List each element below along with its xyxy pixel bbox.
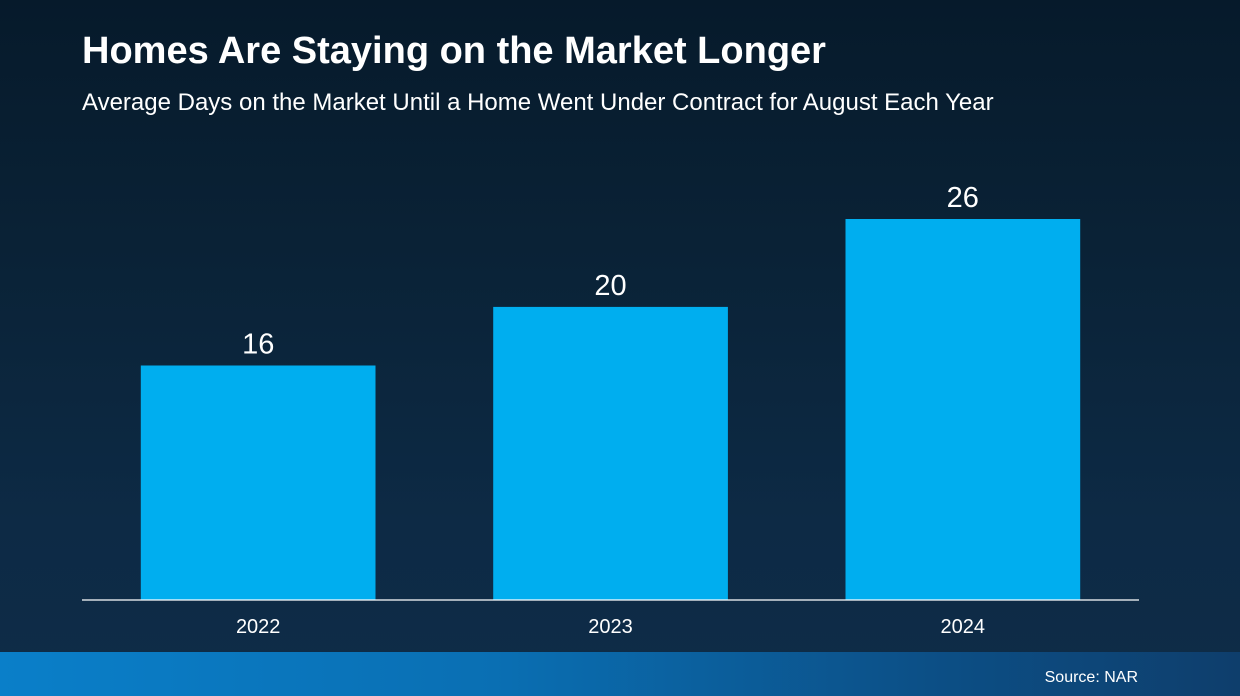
value-label-2022: 16 [242, 329, 274, 361]
bar-2024 [845, 219, 1081, 600]
value-label-2024: 26 [947, 182, 979, 214]
x-tick-label-2024: 2024 [941, 616, 986, 638]
footer-bar: Source: NAR [0, 652, 1240, 696]
value-labels-group: 16 20 26 [242, 182, 979, 361]
bars-group [140, 219, 1081, 600]
chart-subtitle: Average Days on the Market Until a Home … [82, 89, 994, 116]
x-tick-labels-group: 2022 2023 2024 [236, 616, 985, 638]
x-tick-label-2022: 2022 [236, 616, 281, 638]
bar-2023 [493, 306, 728, 600]
bar-2022 [140, 365, 376, 600]
source-note: Source: NAR [1044, 669, 1138, 686]
chart-title: Homes Are Staying on the Market Longer [82, 30, 826, 72]
x-tick-label-2023: 2023 [588, 616, 633, 638]
bar-chart: 16 20 26 2022 2023 2024 [140, 182, 1081, 638]
value-label-2023: 20 [594, 270, 626, 302]
